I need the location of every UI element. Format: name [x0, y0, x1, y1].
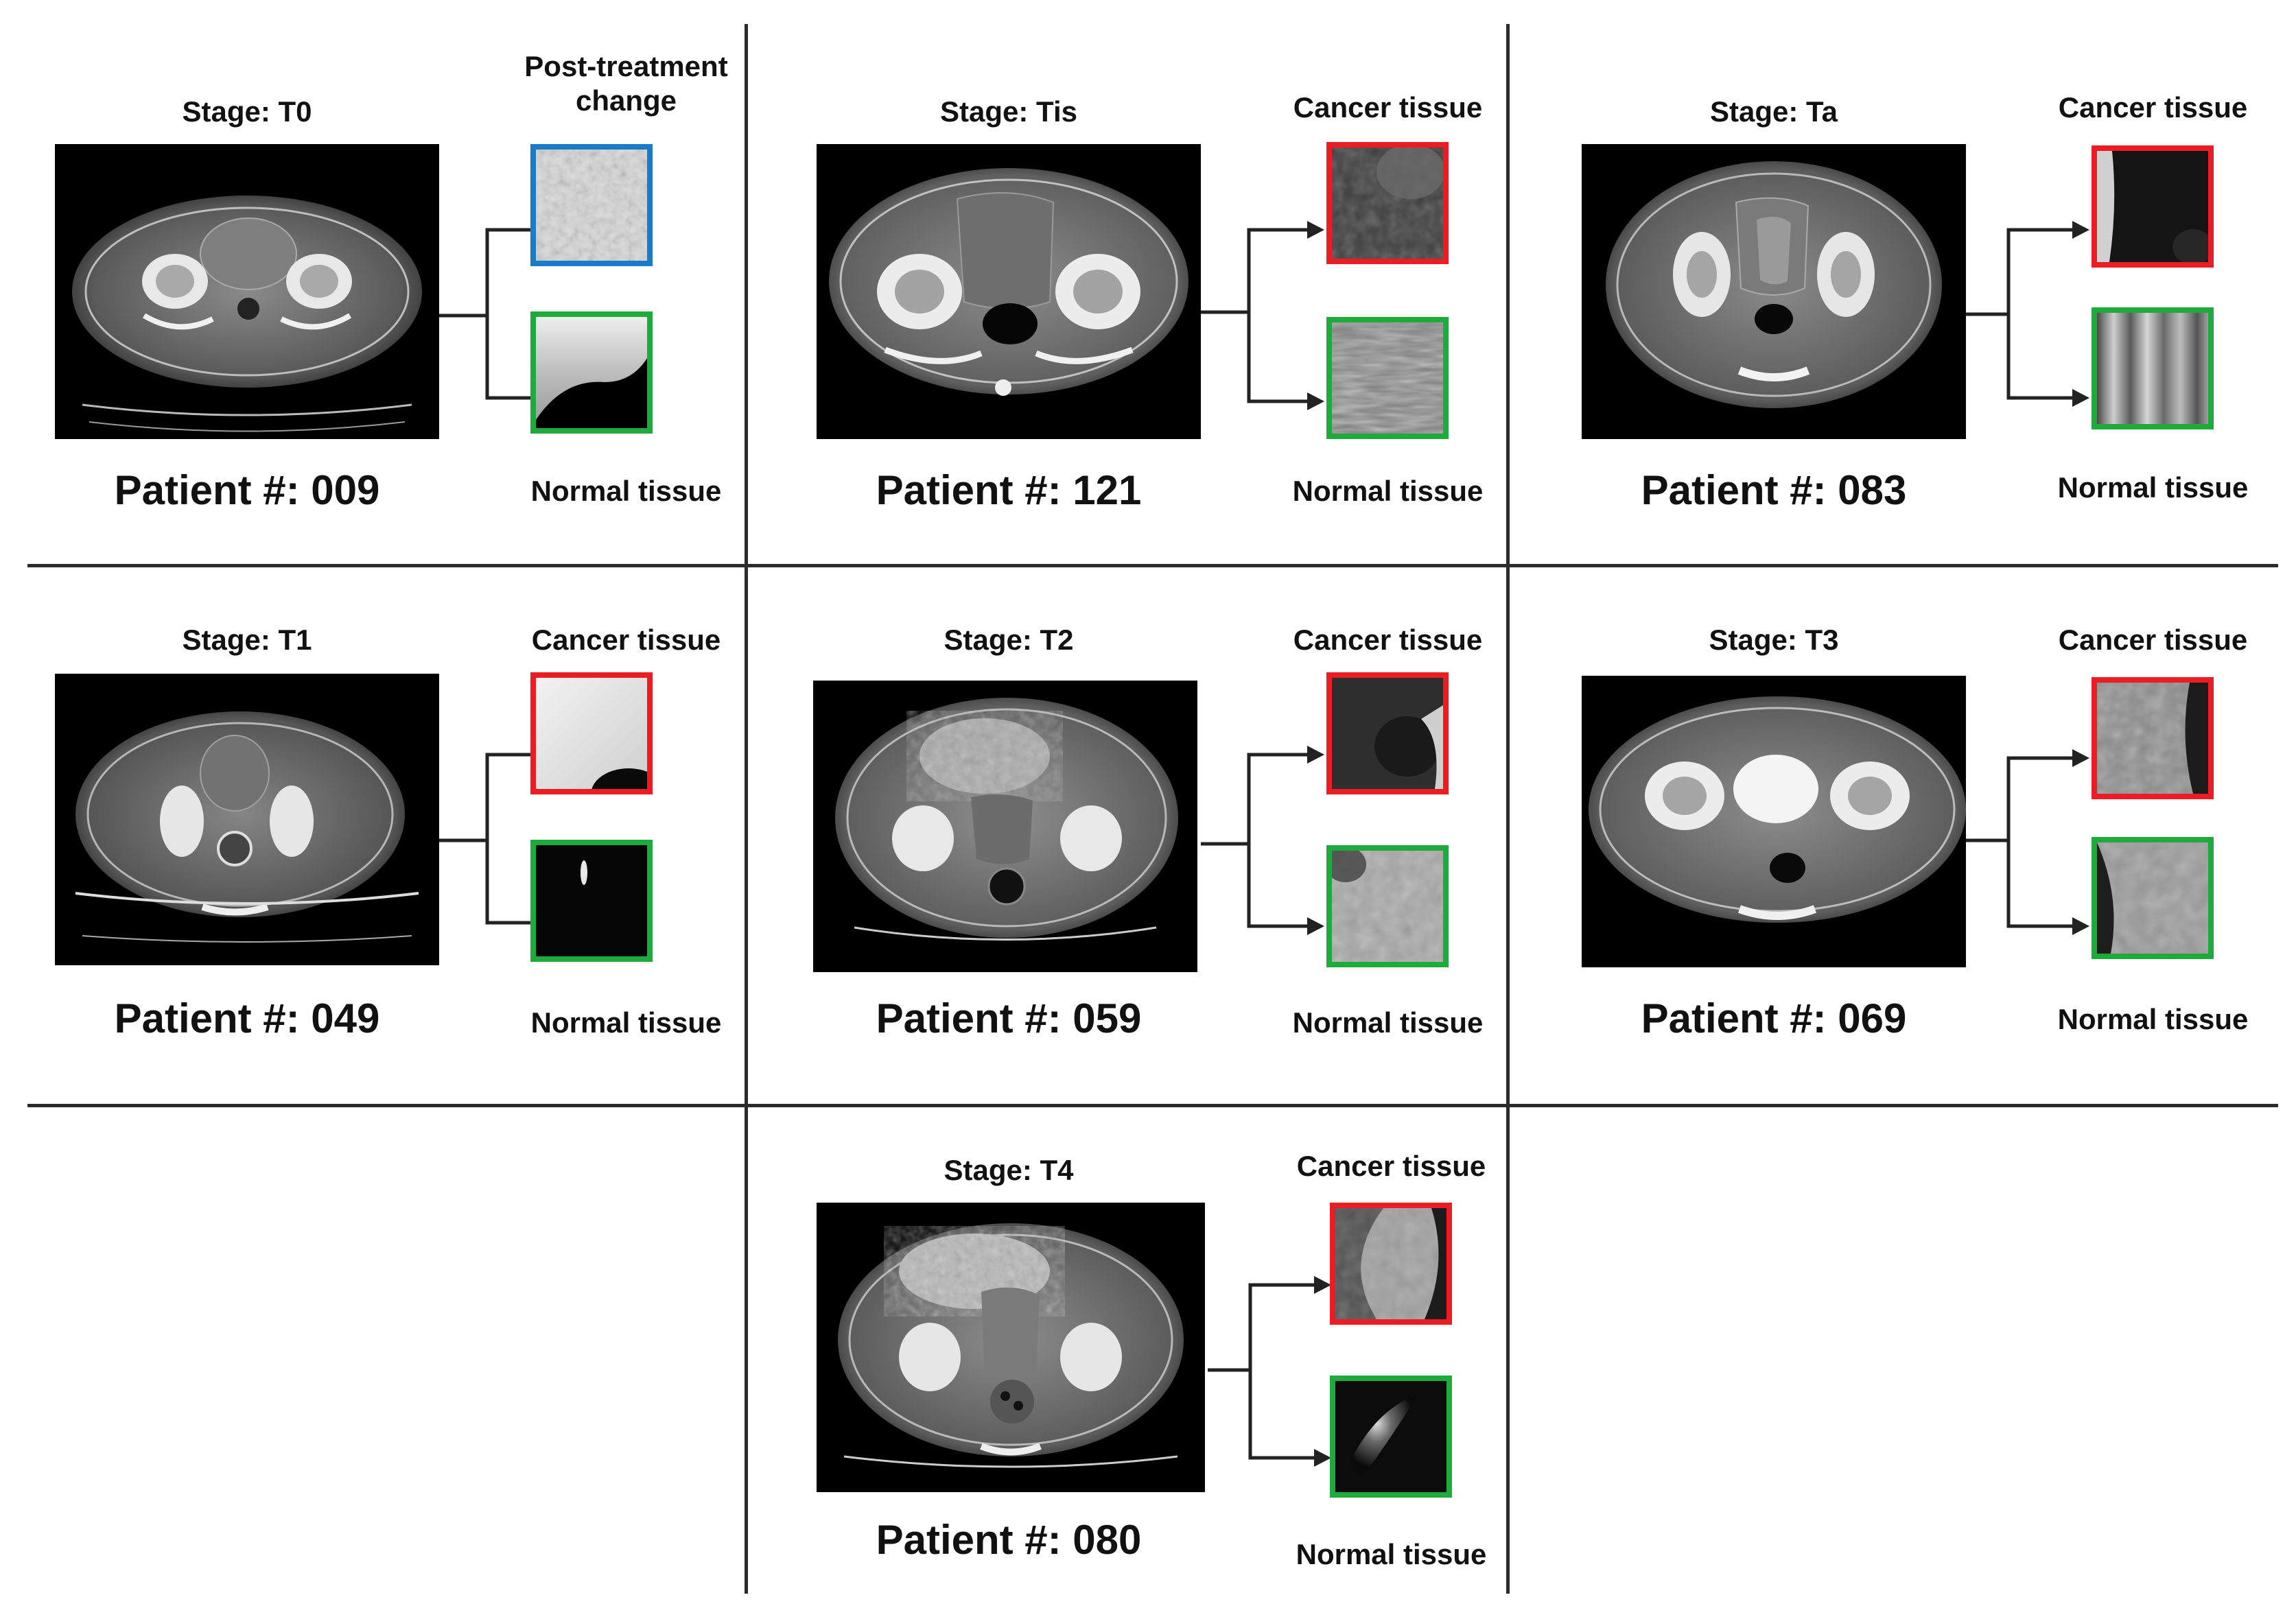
stage-label: Stage: T4 — [944, 1154, 1074, 1186]
cancer-tissue-patch — [2092, 145, 2214, 268]
normal-tissue-patch — [530, 840, 653, 962]
patient-label: Patient #: 121 — [876, 467, 1142, 513]
normal-tissue-label: Normal tissue — [1292, 1006, 1484, 1039]
panel-stage-t3: Stage: T3 Patient #: 069 Cancer tissue — [1554, 549, 2295, 1084]
patient-label: Patient #: 069 — [1641, 995, 1907, 1041]
ct-scan-image — [1582, 676, 1966, 967]
stage-label: Stage: T2 — [944, 624, 1074, 656]
normal-tissue-patch — [1326, 317, 1449, 439]
panel-stage-t1: Stage: T1 Patient #: 049 Cancer tissue — [27, 549, 769, 1084]
cancer-tissue-label: Cancer tissue — [2058, 624, 2248, 656]
panel-stage-ta: Stage: Ta Patient #: 083 Cancer tissue — [1554, 21, 2295, 556]
horizontal-divider-top — [27, 564, 2278, 567]
ct-scan-image — [817, 144, 1201, 439]
cancer-tissue-label: Cancer tissue — [531, 624, 721, 656]
normal-tissue-label: Normal tissue — [2057, 1003, 2249, 1035]
normal-tissue-patch — [2092, 307, 2214, 429]
stage-label: Stage: Tis — [940, 95, 1077, 128]
cancer-tissue-patch — [2092, 677, 2214, 799]
normal-tissue-label: Normal tissue — [1296, 1538, 1487, 1570]
panel-stage-t0: Stage: T0 Patient #: 009 Post-treatment … — [27, 21, 769, 556]
patient-label: Patient #: 059 — [876, 995, 1142, 1041]
normal-tissue-patch — [2092, 837, 2214, 959]
panel-stage-t2: Stage: T2 Patient #: 059 Cancer tissue — [789, 549, 1530, 1084]
connector-arrows — [1208, 1276, 1331, 1467]
cancer-tissue-patch — [1330, 1203, 1452, 1325]
panel-stage-t4: Stage: T4 Patient #: 080 Cancer tissue — [789, 1081, 1530, 1616]
ct-scan-image — [813, 681, 1197, 972]
cancer-tissue-label: Cancer tissue — [1293, 624, 1483, 656]
cancer-tissue-patch — [1326, 672, 1449, 794]
connector-arrows — [1966, 749, 2089, 935]
patient-label: Patient #: 009 — [114, 467, 380, 513]
patient-label: Patient #: 083 — [1641, 467, 1907, 513]
ct-scan-image — [1582, 144, 1966, 439]
stage-label: Stage: T1 — [182, 624, 312, 656]
cancer-tissue-label: Cancer tissue — [1293, 91, 1483, 123]
patient-label: Patient #: 080 — [876, 1517, 1142, 1563]
horizontal-divider-bottom — [27, 1104, 2278, 1107]
vertical-divider-left — [745, 24, 748, 1594]
normal-tissue-label: Normal tissue — [2057, 471, 2249, 504]
normal-tissue-label: Normal tissue — [530, 475, 722, 507]
cancer-tissue-patch — [530, 672, 653, 794]
connector-arrows — [1201, 221, 1324, 410]
stage-label: Stage: T0 — [182, 95, 312, 128]
normal-tissue-patch — [530, 311, 653, 434]
ct-scan-image — [55, 144, 439, 439]
patient-label: Patient #: 049 — [114, 995, 380, 1041]
post-treatment-label: Post-treatment change — [524, 50, 728, 117]
vertical-divider-right — [1506, 24, 1510, 1594]
post-treatment-patch — [530, 144, 653, 266]
connector-arrows — [1201, 746, 1324, 935]
connector-arrows — [1966, 221, 2089, 407]
stage-label: Stage: T3 — [1709, 624, 1839, 656]
cancer-tissue-label: Cancer tissue — [2058, 91, 2248, 123]
ct-scan-image — [55, 674, 439, 965]
cancer-tissue-label: Cancer tissue — [1296, 1150, 1486, 1182]
normal-tissue-patch — [1326, 845, 1449, 967]
cancer-tissue-patch — [1326, 142, 1449, 264]
panel-stage-tis: Stage: Tis Patient #: 121 Cancer tissue — [789, 21, 1530, 556]
ct-scan-image — [817, 1203, 1205, 1492]
normal-tissue-label: Normal tissue — [530, 1006, 722, 1039]
normal-tissue-patch — [1330, 1376, 1452, 1498]
normal-tissue-label: Normal tissue — [1292, 475, 1484, 507]
stage-label: Stage: Ta — [1710, 95, 1838, 128]
